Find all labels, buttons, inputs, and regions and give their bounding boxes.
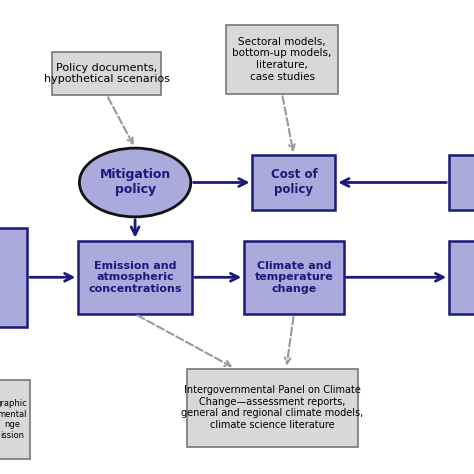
FancyBboxPatch shape xyxy=(187,369,358,447)
FancyBboxPatch shape xyxy=(0,380,29,459)
FancyBboxPatch shape xyxy=(226,25,337,94)
FancyBboxPatch shape xyxy=(78,241,192,314)
FancyBboxPatch shape xyxy=(449,241,474,314)
Text: Policy documents,
hypothetical scenarios: Policy documents, hypothetical scenarios xyxy=(44,63,170,84)
Text: Mitigation
policy: Mitigation policy xyxy=(100,168,171,197)
Text: Emission and
atmospheric
concentrations: Emission and atmospheric concentrations xyxy=(88,261,182,294)
Text: graphic
mental
nge
ission: graphic mental nge ission xyxy=(0,400,27,439)
FancyBboxPatch shape xyxy=(252,155,336,210)
FancyBboxPatch shape xyxy=(0,228,27,327)
Text: Intergovernmental Panel on Climate
Change—assessment reports,
general and region: Intergovernmental Panel on Climate Chang… xyxy=(182,385,364,430)
Text: Cost of
policy: Cost of policy xyxy=(271,168,317,197)
FancyBboxPatch shape xyxy=(449,155,474,210)
Text: Climate and
temperature
change: Climate and temperature change xyxy=(255,261,333,294)
Text: Sectoral models,
bottom-up models,
literature,
case studies: Sectoral models, bottom-up models, liter… xyxy=(232,37,332,82)
FancyBboxPatch shape xyxy=(52,52,161,95)
Ellipse shape xyxy=(79,148,191,217)
FancyBboxPatch shape xyxy=(244,241,344,314)
